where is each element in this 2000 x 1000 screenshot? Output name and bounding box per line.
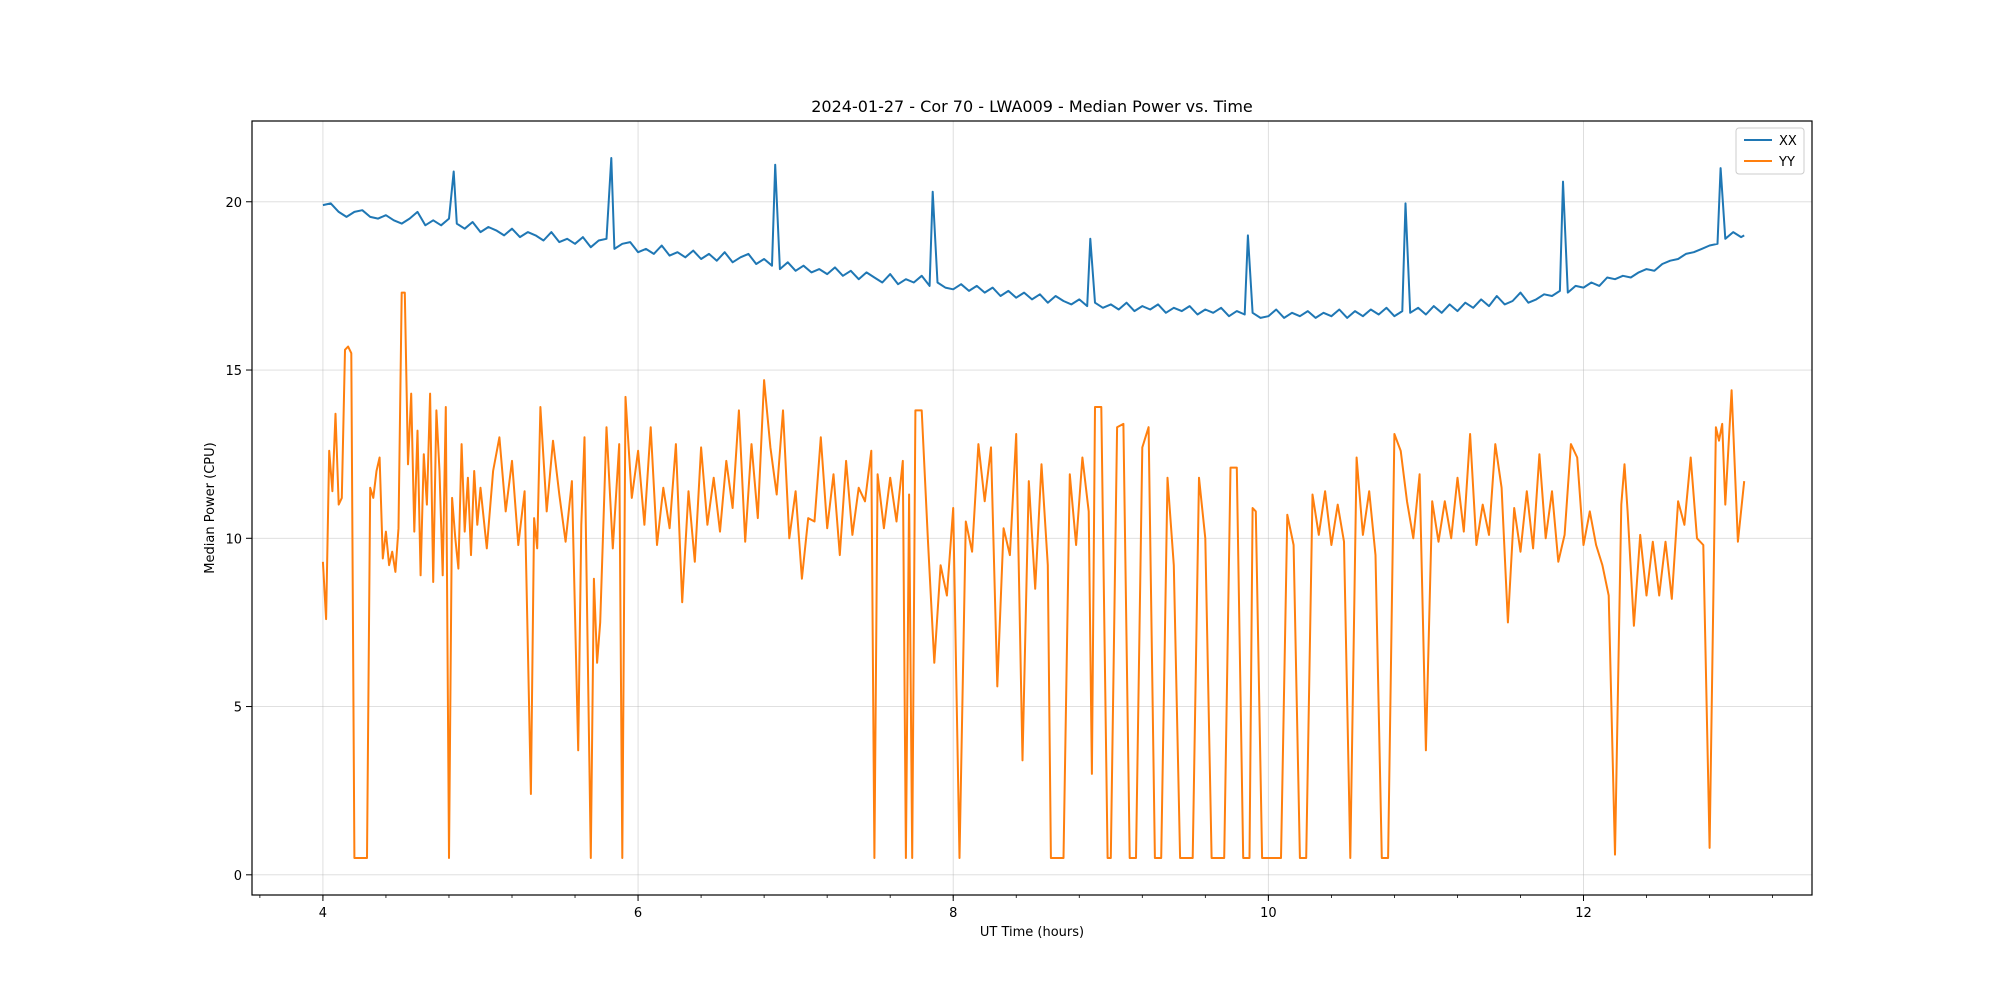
legend: XX YY — [1735, 127, 1805, 175]
x-tick-label: 10 — [1260, 906, 1277, 921]
y-tick-label: 20 — [225, 196, 242, 211]
y-tick-label: 15 — [225, 364, 242, 379]
x-tick-label: 4 — [319, 906, 327, 921]
grid — [252, 121, 1812, 895]
series-line-xx — [322, 157, 1745, 319]
chart-title: 2024-01-27 - Cor 70 - LWA009 - Median Po… — [811, 97, 1253, 116]
series-line-yy — [321, 291, 1746, 859]
plot-frame — [251, 120, 1813, 896]
y-axis-label: Median Power (CPU) — [203, 442, 218, 573]
legend-label-xx: XX — [1779, 134, 1797, 149]
x-tick-label: 12 — [1575, 906, 1592, 921]
y-tick-label: 10 — [225, 532, 242, 547]
legend-label-yy: YY — [1778, 155, 1795, 170]
x-tick-label: 6 — [634, 906, 642, 921]
x-axis-label: UT Time (hours) — [980, 925, 1084, 940]
series-layer — [321, 157, 1746, 859]
y-tick-label: 5 — [234, 701, 242, 716]
y-tick-label: 0 — [234, 869, 242, 884]
ticks: 4 6 8 10 12 0 5 10 15 20 — [225, 196, 1774, 921]
x-tick-label: 8 — [949, 906, 957, 921]
